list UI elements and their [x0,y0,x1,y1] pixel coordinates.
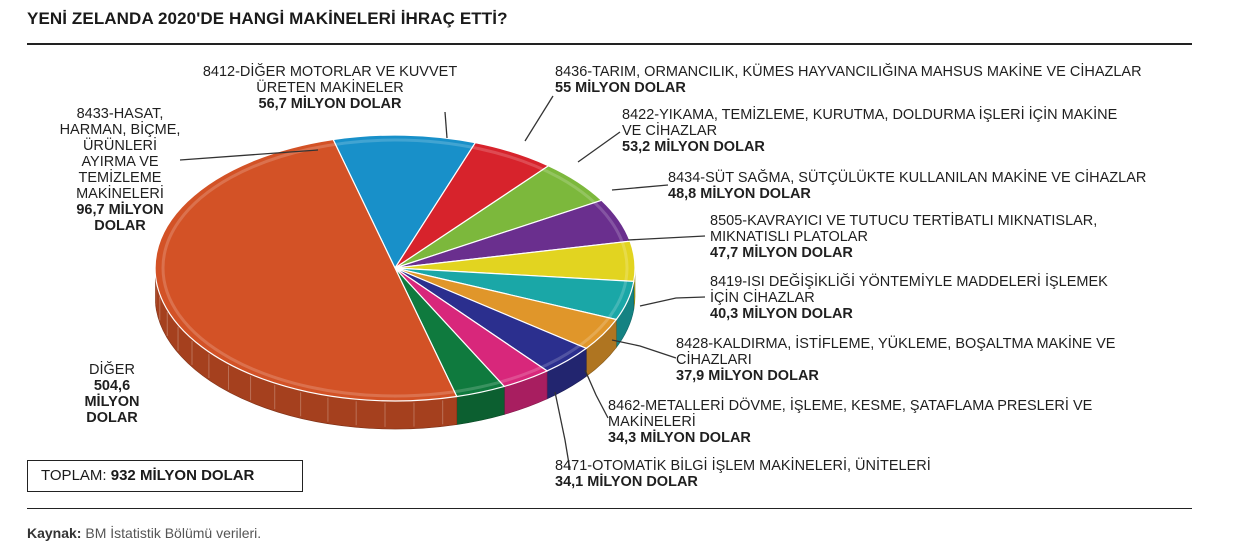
slice-label-8428: 8428-KALDIRMA, İSTİFLEME, YÜKLEME, BOŞAL… [676,336,1116,384]
leader-line-2 [524,95,554,142]
slice-label-8471: 8471-OTOMATİK BİLGİ İŞLEM MAKİNELERİ, ÜN… [555,458,931,490]
slice-label-8434: 8434-SÜT SAĞMA, SÜTÇÜLÜKTE KULLANILAN MA… [668,170,1147,202]
total-box: TOPLAM: 932 MİLYON DOLAR [27,460,303,492]
pie-slice-0 [332,134,477,270]
total-value: 932 MİLYON DOLAR [110,467,255,484]
leader-line-6 [639,296,706,307]
bottom-rule [27,508,1192,509]
leader-lines [179,95,706,471]
slice-label-8436: 8436-TARIM, ORMANCILIK, KÜMES HAYVANCILI… [555,64,1142,96]
slice-label-8422: 8422-YIKAMA, TEMİZLEME, KURUTMA, DOLDURM… [622,107,1118,155]
total-label: TOPLAM: [41,467,107,484]
top-rule [27,43,1192,45]
slice-label-8505: 8505-KAVRAYICI VE TUTUCU TERTİBATLI MIKN… [710,213,1098,261]
source-label: Kaynak: [27,525,82,541]
pie-sides [155,268,636,430]
leader-line-7 [611,339,677,359]
leader-line-8 [584,369,609,419]
leader-line-1 [444,111,448,139]
slice-label-8412: 8412-DİĞER MOTORLAR VE KUVVET ÜRETEN MAK… [202,64,458,112]
leader-line-0 [179,149,319,161]
leader-line-3 [577,131,621,163]
pie-tops [154,134,636,402]
leader-line-4 [611,184,669,191]
leader-line-5 [627,235,706,241]
pie-bevel [161,138,629,398]
pie-slice-10 [154,138,458,402]
slice-label-8433: 8433-HASAT, HARMAN, BİÇME, ÜRÜNLERİ AYIR… [59,106,181,234]
leader-line-9 [554,391,571,471]
slice-label-8419: 8419-ISI DEĞİŞİKLİĞİ YÖNTEMİYLE MADDELER… [710,274,1108,322]
slice-label-other: DİĞER 504,6 MİLYON DOLAR [84,362,140,426]
source-note: Kaynak: BM İstatistik Bölümü verileri. [27,525,261,541]
source-text: BM İstatistik Bölümü verileri. [85,525,262,541]
slice-label-8462: 8462-METALLERİ DÖVME, İŞLEME, KESME, ŞAT… [608,398,1093,446]
chart-title: YENİ ZELANDA 2020'DE HANGİ MAKİNELERİ İH… [27,9,508,28]
